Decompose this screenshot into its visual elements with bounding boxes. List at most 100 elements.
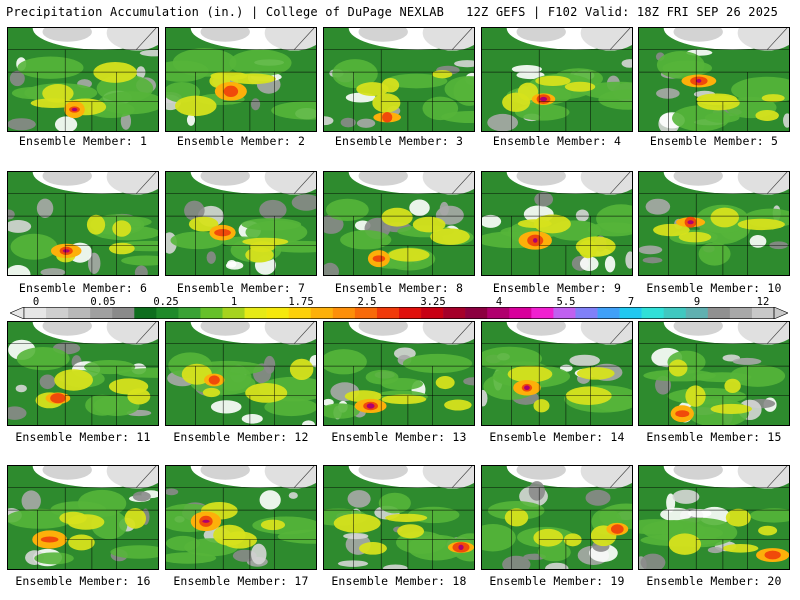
precip-map <box>8 322 158 425</box>
precip-map <box>166 466 316 569</box>
precip-map <box>8 172 158 275</box>
colorbar-segment <box>619 307 642 319</box>
colorbar-min-arrow <box>10 307 25 319</box>
ensemble-map-panel <box>638 465 790 570</box>
precip-map <box>639 28 789 131</box>
precip-map <box>8 466 158 569</box>
colorbar-tick-label: 0 <box>32 296 40 308</box>
ensemble-map-panel <box>323 321 475 426</box>
colorbar-segment <box>575 307 598 319</box>
ensemble-map-panel <box>7 171 159 276</box>
ensemble-member-label: Ensemble Member: 16 <box>15 574 151 588</box>
colorbar-segment <box>46 307 69 319</box>
colorbar-tick-label: 0.05 <box>90 296 116 308</box>
colorbar-segment <box>553 307 576 319</box>
colorbar-segment <box>288 307 312 319</box>
ensemble-member-label: Ensemble Member: 3 <box>334 134 464 148</box>
ensemble-map-panel <box>638 171 790 276</box>
colorbar-segment <box>509 307 532 319</box>
ensemble-member-label: Ensemble Member: 10 <box>646 281 782 295</box>
ensemble-member-label: Ensemble Member: 1 <box>18 134 148 148</box>
ensemble-map-panel <box>7 465 159 570</box>
precip-map <box>166 322 316 425</box>
ensemble-member-label: Ensemble Member: 12 <box>173 430 309 444</box>
precip-colorbar <box>10 307 788 319</box>
precip-map <box>166 172 316 275</box>
ensemble-member-label: Ensemble Member: 2 <box>176 134 306 148</box>
colorbar-segment <box>376 307 400 319</box>
ensemble-member-label: Ensemble Member: 13 <box>331 430 467 444</box>
colorbar-tick-label: 9 <box>693 296 701 308</box>
colorbar-segment <box>641 307 665 319</box>
ensemble-member-label: Ensemble Member: 8 <box>334 281 464 295</box>
ensemble-map-panel <box>7 27 159 132</box>
colorbar-segment <box>707 307 731 319</box>
precip-map <box>324 322 474 425</box>
ensemble-map-panel <box>638 27 790 132</box>
ensemble-member-label: Ensemble Member: 15 <box>646 430 782 444</box>
colorbar-tick-label: 5.5 <box>556 296 576 308</box>
precip-map <box>324 172 474 275</box>
precip-map <box>482 322 632 425</box>
colorbar-segment <box>266 307 290 319</box>
colorbar-max-arrow <box>773 307 788 319</box>
ensemble-member-label: Ensemble Member: 7 <box>176 281 306 295</box>
ensemble-member-label: Ensemble Member: 19 <box>489 574 625 588</box>
ensemble-map-panel <box>165 465 317 570</box>
precip-map <box>166 28 316 131</box>
precip-map <box>8 28 158 131</box>
colorbar-segment <box>156 307 179 319</box>
colorbar-tick-label: 1.75 <box>288 296 314 308</box>
colorbar-segment <box>465 307 488 319</box>
ensemble-map-panel <box>323 27 475 132</box>
colorbar-tick-label: 2.5 <box>357 296 377 308</box>
colorbar-segment <box>332 307 356 319</box>
ensemble-map-panel <box>165 321 317 426</box>
colorbar-segment <box>443 307 466 319</box>
colorbar-tick-label: 7 <box>627 296 635 308</box>
colorbar-segment <box>685 307 709 319</box>
ensemble-map-panel <box>481 321 633 426</box>
colorbar-segment <box>310 307 334 319</box>
header-valid-time: 12Z GEFS | F102 Valid: 18Z FRI SEP 26 20… <box>466 5 778 19</box>
colorbar-segment <box>222 307 245 319</box>
precip-map <box>324 28 474 131</box>
colorbar-segment <box>244 307 267 319</box>
colorbar-segment <box>354 307 378 319</box>
colorbar-segment <box>90 307 113 319</box>
ensemble-member-label: Ensemble Member: 18 <box>331 574 467 588</box>
colorbar-segment <box>597 307 620 319</box>
colorbar-tick-label: 1 <box>230 296 238 308</box>
ensemble-map-panel <box>7 321 159 426</box>
colorbar-segment <box>200 307 223 319</box>
colorbar-tick-labels: 0 0.05 0.25 1 1.75 2.5 3.25 4 5.5 7 9 12 <box>0 296 800 308</box>
ensemble-map-panel <box>165 171 317 276</box>
ensemble-member-label: Ensemble Member: 9 <box>492 281 622 295</box>
ensemble-member-label: Ensemble Member: 6 <box>18 281 148 295</box>
colorbar-tick-label: 4 <box>495 296 503 308</box>
ensemble-member-label: Ensemble Member: 4 <box>492 134 622 148</box>
ensemble-map-panel <box>323 171 475 276</box>
ensemble-map-panel <box>481 27 633 132</box>
header-title: Precipitation Accumulation (in.) | Colle… <box>6 5 445 19</box>
precip-map <box>639 466 789 569</box>
ensemble-map-panel <box>481 465 633 570</box>
colorbar-segment <box>663 307 687 319</box>
colorbar-segment <box>421 307 444 319</box>
colorbar-segment <box>112 307 135 319</box>
ensemble-map-panel <box>638 321 790 426</box>
colorbar-tick-label: 12 <box>756 296 770 308</box>
precip-map <box>639 322 789 425</box>
colorbar-segment <box>134 307 157 319</box>
ensemble-member-label: Ensemble Member: 17 <box>173 574 309 588</box>
ensemble-map-panel <box>165 27 317 132</box>
precip-map <box>482 172 632 275</box>
precip-map <box>324 466 474 569</box>
colorbar-segment <box>68 307 91 319</box>
colorbar-segment <box>729 307 753 319</box>
ensemble-member-label: Ensemble Member: 11 <box>15 430 151 444</box>
ensemble-member-label: Ensemble Member: 5 <box>649 134 779 148</box>
colorbar-segment <box>399 307 422 319</box>
colorbar-segment <box>24 307 47 319</box>
